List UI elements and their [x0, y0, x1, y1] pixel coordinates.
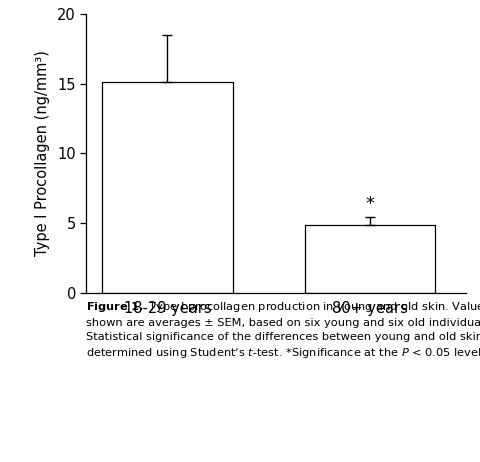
Text: *: *	[366, 195, 374, 213]
Bar	[305, 225, 435, 293]
Text: $\mathbf{Figure\ 1.}$ Type I procollagen production in young and old skin. Value: $\mathbf{Figure\ 1.}$ Type I procollagen…	[86, 300, 480, 360]
Y-axis label: Type I Procollagen (ng/mm³): Type I Procollagen (ng/mm³)	[36, 50, 50, 256]
Bar	[102, 82, 233, 293]
